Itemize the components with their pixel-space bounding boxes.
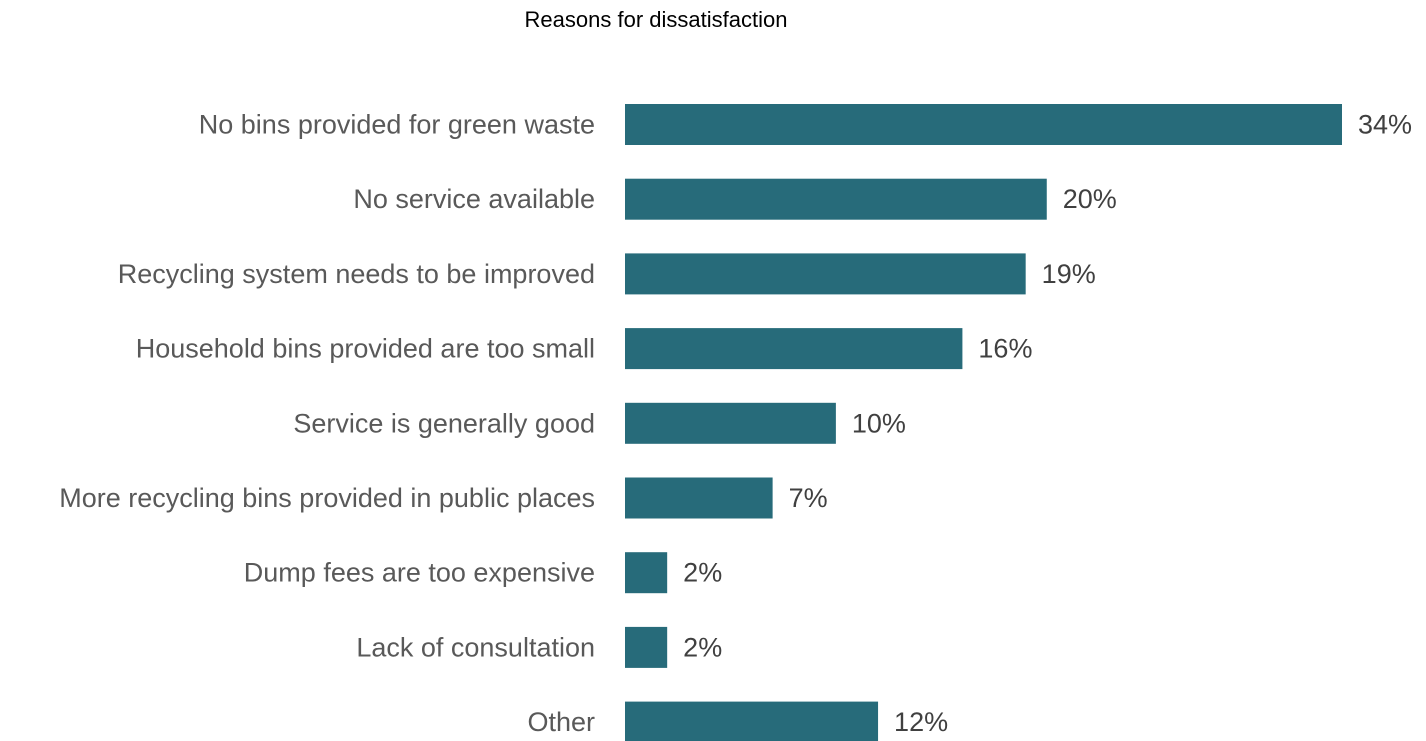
value-label: 7% [789, 483, 828, 513]
category-label: Lack of consultation [356, 632, 595, 662]
bar [625, 178, 1047, 220]
value-label: 2% [683, 632, 722, 662]
value-label: 2% [683, 558, 722, 588]
category-label: No bins provided for green waste [199, 110, 595, 140]
chart-title: Reasons for dissatisfaction [525, 7, 788, 32]
category-label: Service is generally good [293, 408, 595, 438]
category-label: Recycling system needs to be improved [118, 259, 595, 289]
bar [625, 253, 1026, 295]
bar [625, 477, 773, 519]
bar [625, 104, 1342, 145]
category-label: No service available [353, 184, 595, 214]
value-label: 34% [1358, 110, 1412, 140]
value-label: 19% [1042, 259, 1096, 289]
value-label: 16% [978, 334, 1032, 364]
category-label: Dump fees are too expensive [244, 558, 595, 588]
category-label: Household bins provided are too small [136, 334, 595, 364]
bar [625, 402, 836, 444]
value-label: 20% [1063, 184, 1117, 214]
bar [625, 626, 668, 668]
value-label: 12% [894, 707, 948, 737]
bars-group: No bins provided for green waste 34% No se… [59, 104, 1412, 741]
bar [625, 701, 879, 741]
value-label: 10% [852, 408, 906, 438]
category-label: Other [527, 707, 595, 737]
bar [625, 552, 668, 594]
bar [625, 328, 963, 370]
category-label: More recycling bins provided in public p… [59, 483, 595, 513]
